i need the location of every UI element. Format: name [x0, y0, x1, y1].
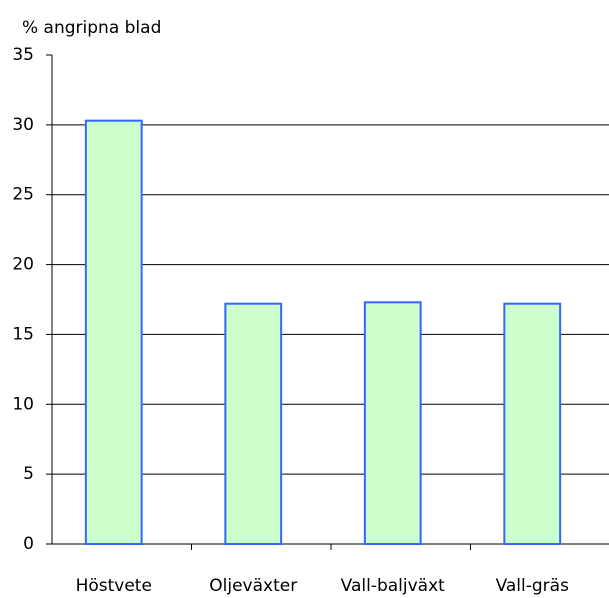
bar	[224, 302, 283, 546]
x-tick-label: Vall-gräs	[496, 576, 570, 596]
x-tick-label: Vall-baljväxt	[341, 576, 446, 596]
y-tick-label: 0	[23, 534, 34, 554]
y-axis-label: % angripna blad	[22, 18, 161, 38]
y-tick-label: 5	[23, 464, 34, 484]
bar	[503, 302, 562, 546]
y-tick-label: 30	[12, 115, 34, 135]
bar	[363, 301, 422, 545]
y-tick-label: 35	[12, 45, 34, 65]
y-tick-label: 15	[12, 324, 34, 344]
y-tick-label: 20	[12, 255, 34, 275]
x-tick-label: Höstvete	[76, 576, 152, 596]
x-tick-label: Oljeväxter	[209, 576, 297, 596]
y-tick-label: 10	[12, 394, 34, 414]
bar	[84, 119, 143, 545]
y-tick-label: 25	[12, 185, 34, 205]
